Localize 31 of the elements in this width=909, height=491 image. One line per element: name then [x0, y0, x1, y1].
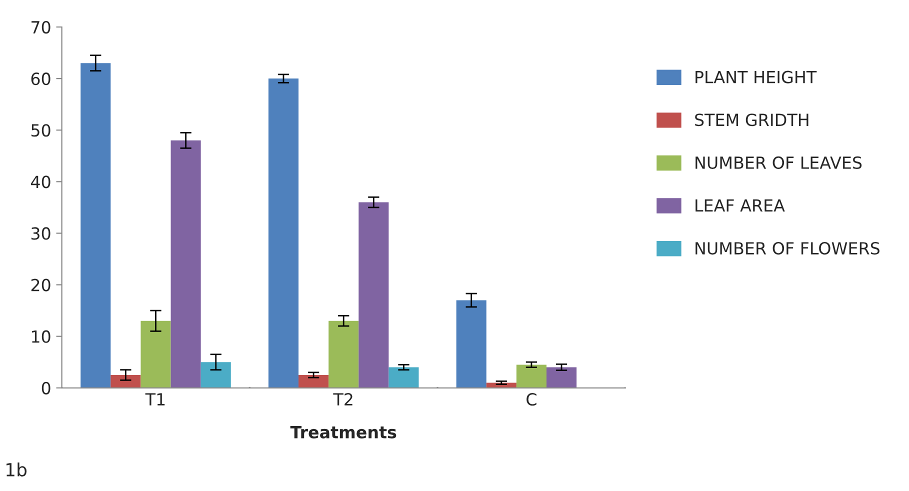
x-tick-label: T2 — [333, 393, 352, 406]
bar — [388, 367, 419, 388]
bar — [80, 63, 111, 388]
x-tick-label: T1 — [145, 393, 165, 406]
bar — [140, 320, 171, 388]
bar — [516, 364, 546, 388]
legend-label: NUMBER OF FLOWERS — [696, 242, 880, 255]
y-tick-label: 10 — [32, 330, 50, 343]
bar — [358, 202, 389, 388]
text: 1b — [6, 462, 27, 477]
y-tick-label: 30 — [31, 227, 50, 240]
legend-label: LEAF AREA — [696, 199, 785, 212]
bar — [170, 140, 201, 388]
legend-label: PLANT HEIGHT — [696, 70, 817, 84]
bar — [298, 375, 329, 388]
bar — [546, 367, 577, 388]
x-axis-title: Treatments — [290, 426, 396, 438]
bar — [328, 320, 359, 388]
y-tick-label: 70 — [32, 20, 50, 34]
legend-label: STEM GRIDTH — [695, 114, 808, 126]
bar — [110, 375, 141, 388]
bar — [456, 300, 486, 388]
y-tick-label: 20 — [31, 278, 50, 292]
y-tick-label: 50 — [31, 124, 50, 137]
y-tick-label: 40 — [31, 176, 50, 188]
y-tick-label: 0 — [42, 382, 50, 394]
y-tick-label: 60 — [31, 72, 50, 86]
bar — [200, 362, 231, 388]
bar — [268, 78, 299, 388]
legend-label: NUMBER OF LEAVES — [696, 156, 862, 169]
x-tick-label: C — [526, 393, 536, 406]
